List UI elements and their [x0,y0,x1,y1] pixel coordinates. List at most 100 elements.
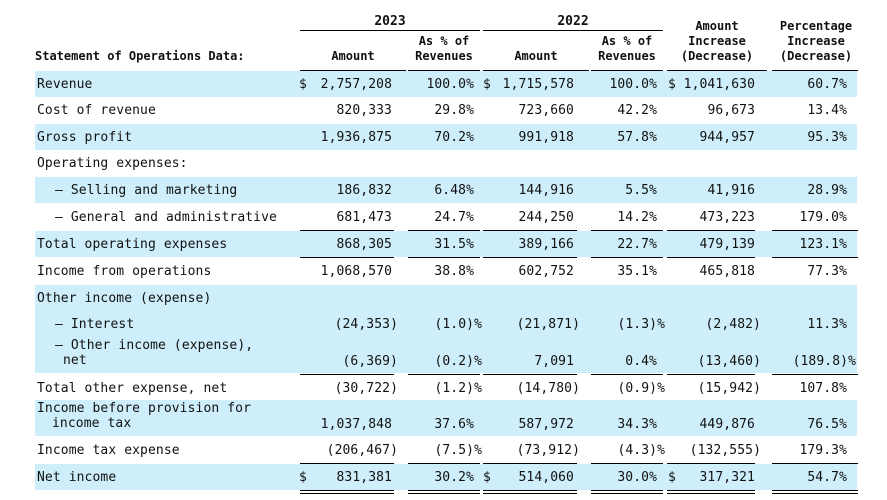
amount-2022: 602,752 [518,264,574,279]
percent-change-line2: Increase [787,34,845,48]
pct-rev-2023: 100.0% [426,77,474,92]
row-label: Income tax expense [37,443,180,458]
year-2022-header: 2022 [557,14,589,29]
pct-rev-2022: 34.3% [617,417,657,432]
pct-rev-2023: (1.0)% [434,317,482,332]
pct-rev-2023: (7.5)% [434,443,482,458]
row-label: Net income [37,470,117,485]
statement-title: Statement of Operations Data: [35,49,245,63]
subtotal-rule [483,257,577,258]
amount-2022: 144,916 [518,183,574,198]
subtotal-rule [667,463,755,464]
row-label-continued: income tax [52,416,132,431]
percent-change: 54.7% [807,470,847,485]
table-row-interest: – Interest (24,353) (1.0)% (21,871) (1.3… [35,311,857,337]
subtotal-rule [772,463,858,464]
pct-rev-2023: 30.2% [434,470,474,485]
subtotal-rule [591,257,663,258]
amount-change: 317,321 [699,470,755,485]
amount-2022-header: Amount [514,49,558,63]
amount-2023: 820,333 [336,103,392,118]
percent-change: 11.3% [807,317,847,332]
percent-change: 107.8% [799,381,847,396]
pct-rev-2022: (0.9)% [617,381,665,396]
pct-rev-2022: 0.4% [625,354,657,369]
subtotal-rule [591,374,663,375]
table-row-income-before-tax: Income before provision for income tax 1… [35,400,857,436]
amount-2023-header: Amount [331,49,375,63]
total-double-rule [483,490,577,494]
header-rule [300,70,406,71]
pct-rev-2022: 42.2% [617,103,657,118]
header-rule [483,70,589,71]
pct-rev-2023: 24.7% [434,210,474,225]
total-double-rule [408,490,480,494]
subtotal-rule [667,374,755,375]
pct-rev-2023-header: As % of Revenues [408,34,480,64]
pct-rev-2022: 14.2% [617,210,657,225]
row-label: Income from operations [37,264,212,279]
amount-2022: 514,060 [518,470,574,485]
row-label: – General and administrative [55,210,277,225]
amount-change: (13,460) [697,354,761,369]
pct-rev-2023-line2: Revenues [415,49,473,63]
table-row-total-operating-expenses: Total operating expenses 868,305 31.5% 3… [35,231,857,257]
subtotal-rule [300,374,394,375]
percent-change-line3: (Decrease) [779,49,853,63]
subtotal-rule [591,463,663,464]
pct-rev-2022-header: As % of Revenues [591,34,663,64]
year-2023-rule [300,30,480,31]
pct-rev-2022: (1.3)% [617,317,665,332]
total-double-rule [591,490,663,494]
pct-rev-2023-line1: As % of [418,34,470,48]
subtotal-rule [772,374,858,375]
subtotal-rule [300,257,394,258]
pct-rev-2023: 37.6% [434,417,474,432]
amount-2023: 831,381 [336,470,392,485]
amount-2023: 681,473 [336,210,392,225]
pct-rev-2022: 57.8% [617,130,657,145]
table-row-total-other-expense: Total other expense, net (30,722) (1.2)%… [35,375,857,401]
table-row-general-and-administrative: – General and administrative 681,473 24.… [35,204,857,230]
amount-change: (2,482) [705,317,761,332]
percent-change: 13.4% [807,103,847,118]
amount-2023: 1,936,875 [320,130,392,145]
pct-rev-2023: 70.2% [434,130,474,145]
total-double-rule [772,490,858,494]
subtotal-rule [667,230,755,231]
subtotal-rule [667,257,755,258]
pct-rev-2022: 5.5% [625,183,657,198]
amount-change: 465,818 [699,264,755,279]
table-row-other-income-heading: Other income (expense) [35,285,857,311]
subtotal-rule [408,374,480,375]
total-double-rule [667,490,755,494]
header-rule [591,70,663,71]
amount-2022: 244,250 [518,210,574,225]
pct-rev-2022: 35.1% [617,264,657,279]
pct-rev-2023: (1.2)% [434,381,482,396]
subtotal-rule [483,230,577,231]
pct-rev-2022: 22.7% [617,237,657,252]
percent-change: 123.1% [799,237,847,252]
amount-2023: 2,757,208 [320,77,392,92]
row-label: Income before provision for [37,401,252,416]
percent-change: 95.3% [807,130,847,145]
amount-change: 473,223 [699,210,755,225]
dollar-sign: $ [668,470,676,485]
amount-change: 96,673 [707,103,755,118]
amount-2022: 7,091 [534,354,574,369]
percent-change-header: Percentage Increase (Decrease) [772,19,860,64]
subtotal-rule [483,374,577,375]
percent-change: 76.5% [807,417,847,432]
row-label: – Other income (expense), [55,338,254,353]
amount-2022: 723,660 [518,103,574,118]
table-row-net-income: Net income $ 831,381 30.2% $ 514,060 30.… [35,464,857,490]
subtotal-rule [591,230,663,231]
row-label: Cost of revenue [37,103,156,118]
amount-2022: (21,871) [516,317,580,332]
header-rule [667,70,767,71]
percent-change: 179.0% [799,210,847,225]
pct-rev-2023: 31.5% [434,237,474,252]
pct-rev-2022: (4.3)% [617,443,665,458]
table-row-operating-expenses-heading: Operating expenses: [35,150,857,176]
